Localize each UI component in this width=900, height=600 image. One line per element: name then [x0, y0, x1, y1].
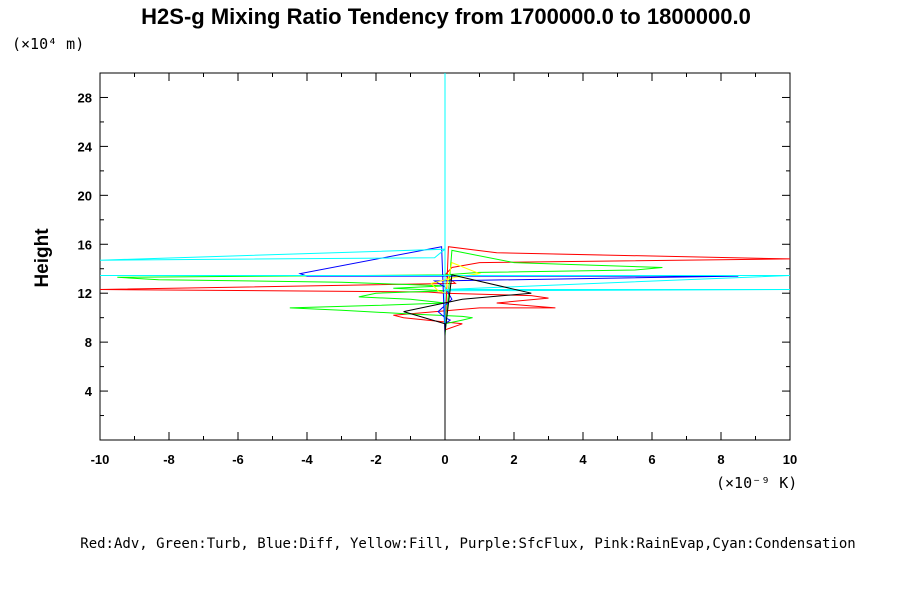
y-tick-label: 16: [78, 237, 92, 252]
y-units-label: (×10⁴ m): [12, 35, 84, 53]
x-tick-label: -6: [232, 452, 244, 467]
series-line-fill: [430, 261, 482, 440]
y-tick-labels: 4 8 12 16 20 24 28: [78, 90, 93, 399]
x-tick-label: 6: [648, 452, 655, 467]
series-line-turb: [117, 249, 663, 440]
x-tick-labels: -10 -8 -6 -4 -2 0 2 4 6 8 10: [91, 452, 798, 467]
legend-text: Red:Adv, Green:Turb, Blue:Diff, Yellow:F…: [80, 536, 855, 552]
y-tick-label: 28: [78, 90, 92, 105]
x-tick-label: 4: [579, 452, 587, 467]
y-axis-label: Height: [32, 228, 53, 288]
x-tick-label: -8: [163, 452, 175, 467]
x-tick-label: -4: [301, 452, 313, 467]
y-tick-label: 8: [85, 335, 92, 350]
x-tick-label: 2: [510, 452, 517, 467]
series-line-other: [403, 274, 532, 440]
x-tick-label: -10: [91, 452, 110, 467]
x-tick-label: 0: [441, 452, 448, 467]
x-units-label: (×10⁻⁹ K): [716, 474, 797, 492]
series-lines: [99, 73, 791, 440]
x-tick-label: 8: [717, 452, 724, 467]
y-tick-label: 12: [78, 286, 92, 301]
y-tick-label: 20: [78, 188, 92, 203]
series-line-condensation: [99, 73, 791, 440]
y-tick-label: 24: [78, 139, 93, 154]
chart-title: H2S-g Mixing Ratio Tendency from 1700000…: [141, 4, 751, 29]
x-tick-label: -2: [370, 452, 382, 467]
x-tick-label: 10: [783, 452, 797, 467]
y-tick-label: 4: [85, 384, 93, 399]
